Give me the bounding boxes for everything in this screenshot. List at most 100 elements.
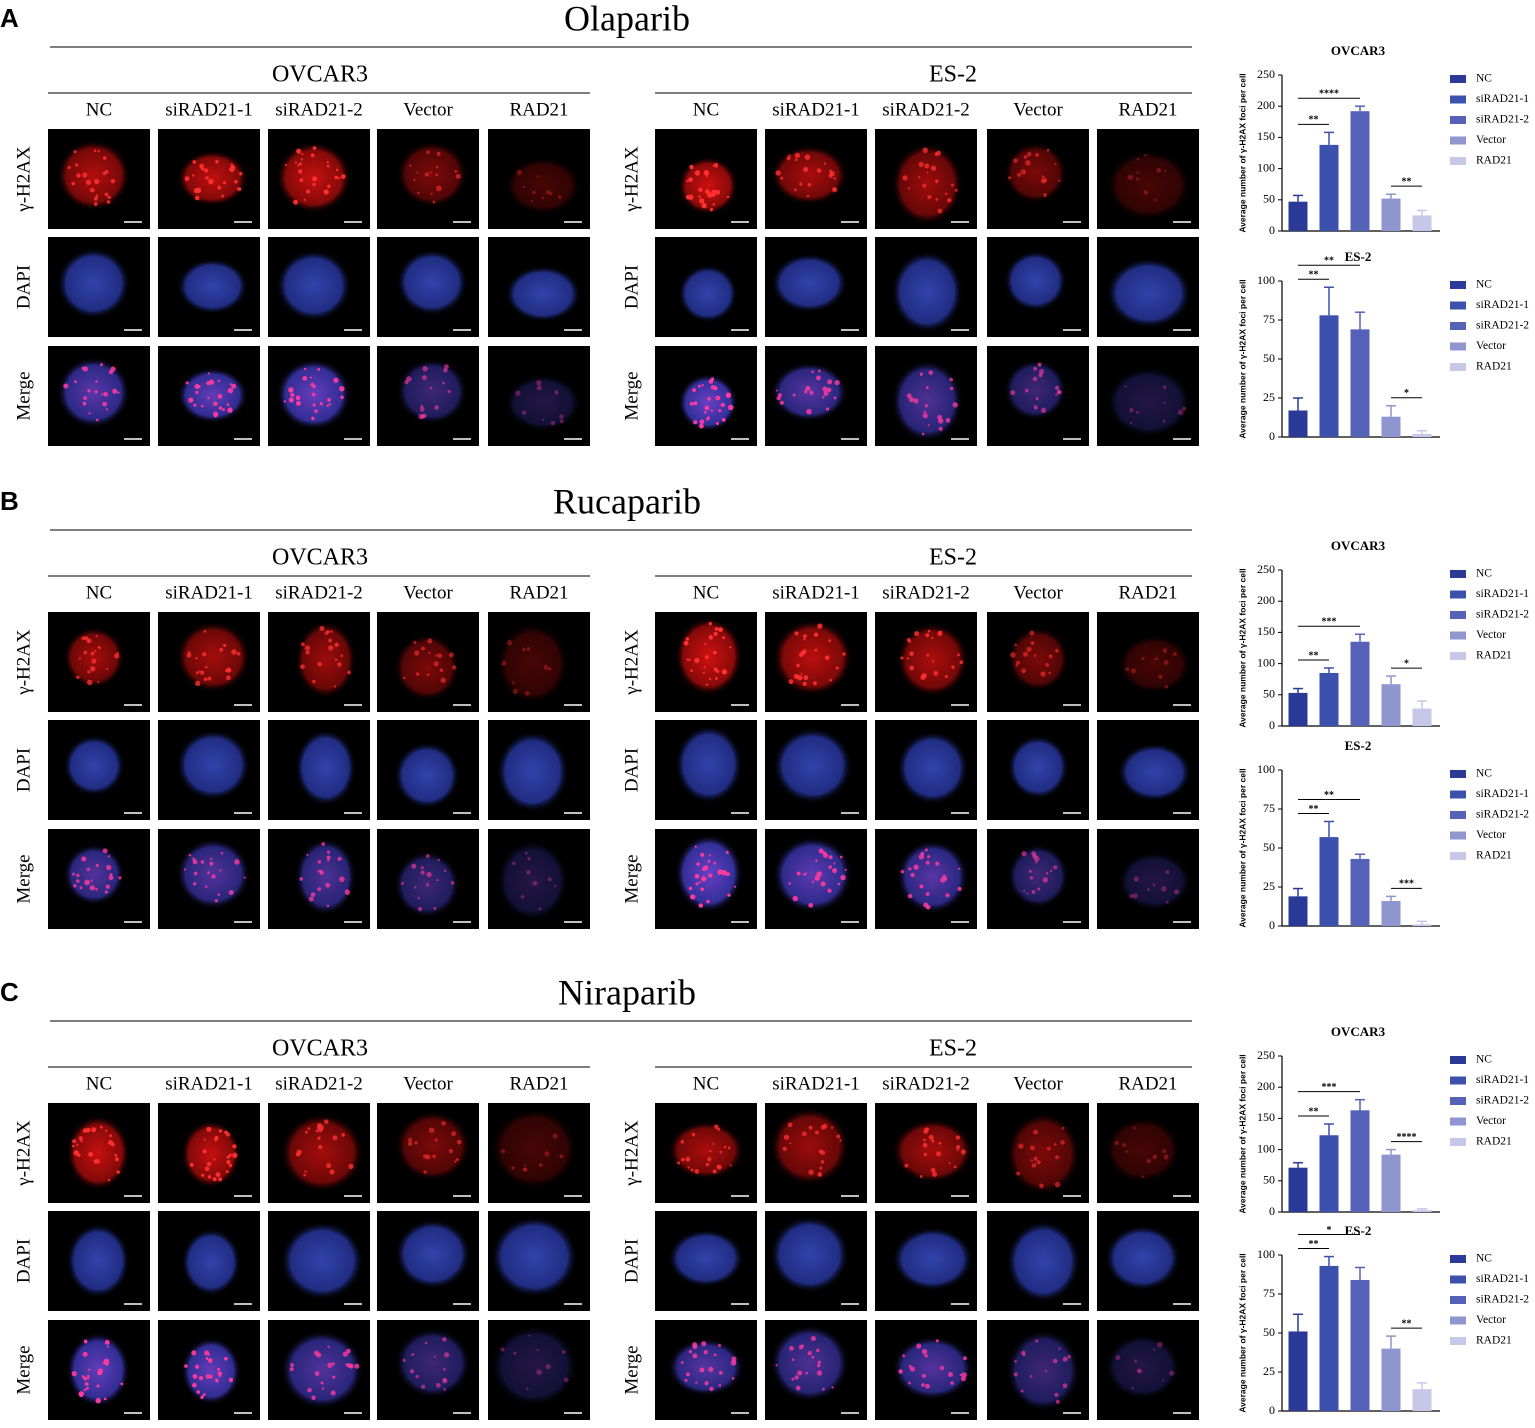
focus <box>1114 1140 1119 1146</box>
focus <box>703 666 706 669</box>
column-label: siRAD21-2 <box>882 582 970 603</box>
focus <box>962 1356 967 1361</box>
nucleus <box>294 728 357 807</box>
legend-swatch <box>1450 136 1466 145</box>
focus <box>902 175 908 181</box>
focus <box>1163 401 1166 404</box>
column-label: NC <box>86 99 112 120</box>
focus <box>1129 408 1134 413</box>
cell-line-label: ES-2 <box>929 1036 977 1062</box>
focus <box>1141 656 1145 660</box>
focus <box>1045 1369 1048 1373</box>
focus <box>823 162 827 165</box>
focus <box>421 1384 426 1389</box>
y-tick-label: 50 <box>1263 1325 1275 1339</box>
focus <box>935 198 939 201</box>
focus <box>326 855 331 860</box>
focus <box>802 634 807 639</box>
focus <box>1018 1143 1024 1149</box>
focus <box>1028 869 1032 873</box>
focus <box>433 907 437 910</box>
focus <box>709 1386 714 1392</box>
focus <box>1035 1339 1039 1343</box>
significance-label: ** <box>1402 1318 1412 1329</box>
focus <box>839 855 843 859</box>
focus <box>922 1142 928 1148</box>
focus <box>791 1377 795 1381</box>
focus <box>815 859 818 862</box>
y-tick-label: 50 <box>1263 192 1275 206</box>
focus <box>922 183 927 188</box>
focus <box>715 395 721 401</box>
y-tick-label: 150 <box>1257 624 1275 638</box>
focus <box>538 1163 543 1168</box>
focus <box>803 166 809 173</box>
focus <box>521 410 527 415</box>
focus <box>80 1139 83 1143</box>
focus <box>803 675 809 681</box>
focus <box>455 1157 460 1162</box>
focus <box>833 177 836 180</box>
focus <box>937 208 943 214</box>
focus <box>228 1153 232 1157</box>
focus <box>297 164 300 167</box>
focus <box>524 1164 527 1167</box>
focus <box>200 670 205 675</box>
focus <box>932 660 935 663</box>
focus <box>538 907 542 911</box>
focus <box>945 417 951 423</box>
row-label: DAPI <box>621 265 642 309</box>
focus <box>703 1350 708 1355</box>
focus <box>114 1153 118 1157</box>
focus <box>811 1355 815 1359</box>
focus <box>317 368 321 371</box>
significance-label: *** <box>1322 617 1337 628</box>
nucleus <box>1007 626 1070 692</box>
focus <box>102 156 107 160</box>
focus <box>1033 1129 1039 1135</box>
focus <box>807 1351 812 1356</box>
focus <box>708 635 714 640</box>
bar <box>1381 1348 1401 1411</box>
focus <box>296 148 302 154</box>
focus <box>918 854 925 860</box>
focus <box>319 869 324 874</box>
y-tick-label: 100 <box>1257 655 1275 669</box>
focus <box>532 190 536 195</box>
focus <box>456 1139 462 1145</box>
nucleus <box>674 616 743 696</box>
focus <box>913 864 919 870</box>
focus <box>348 1163 354 1170</box>
focus <box>704 410 707 414</box>
focus <box>710 409 713 412</box>
focus <box>536 379 542 386</box>
y-tick-label: 100 <box>1257 1247 1275 1261</box>
focus <box>500 1347 505 1352</box>
focus <box>797 1370 803 1376</box>
focus <box>95 1397 101 1404</box>
nucleus <box>1104 1224 1181 1292</box>
nucleus <box>770 361 849 422</box>
focus <box>544 1151 550 1157</box>
focus <box>311 416 315 421</box>
focus <box>295 400 301 406</box>
focus <box>323 189 329 195</box>
focus <box>1035 861 1038 864</box>
legend-label: siRAD21-1 <box>1476 1273 1529 1285</box>
focus <box>311 1395 316 1401</box>
focus <box>559 414 564 419</box>
legend-label: NC <box>1476 768 1492 780</box>
focus <box>89 885 95 891</box>
focus <box>192 1374 198 1379</box>
focus <box>836 1134 841 1139</box>
focus <box>228 890 234 896</box>
focus <box>195 390 199 395</box>
focus <box>216 1380 219 1383</box>
focus <box>923 410 927 414</box>
legend-label: Vector <box>1476 1314 1506 1326</box>
focus <box>319 402 323 406</box>
nucleus <box>56 139 131 212</box>
nucleus <box>56 247 131 320</box>
focus <box>1182 406 1186 411</box>
focus <box>94 1158 100 1164</box>
